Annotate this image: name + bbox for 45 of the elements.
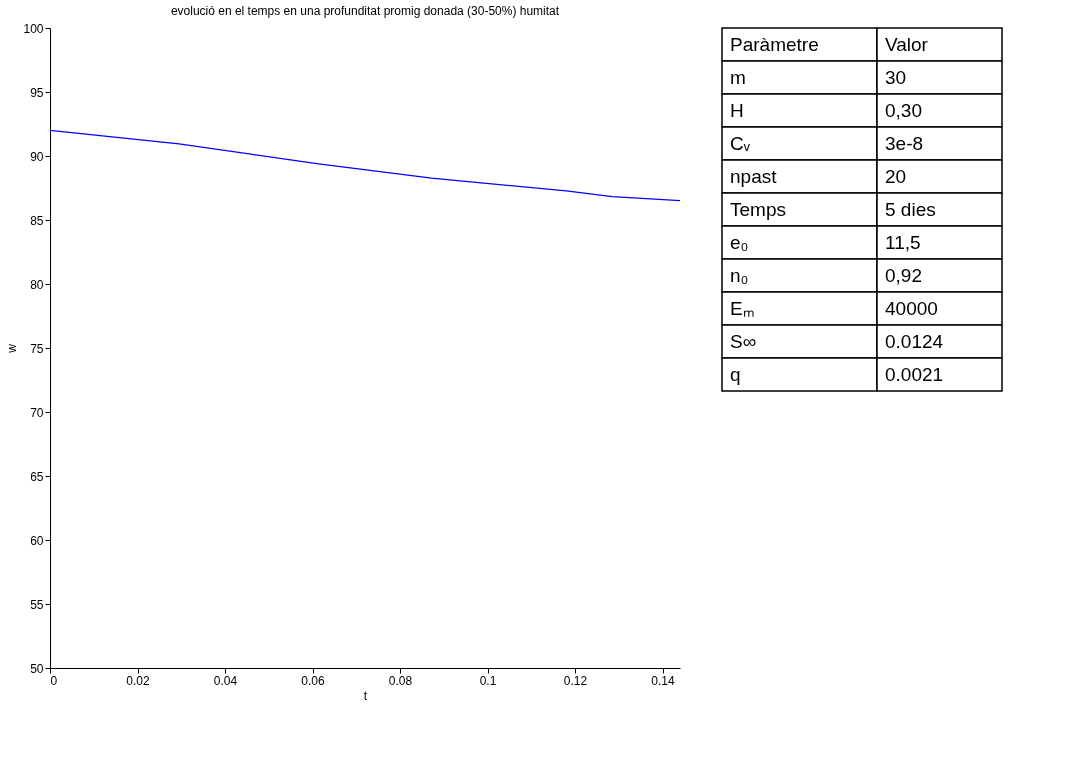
x-tick-label: 0.04 — [213, 673, 238, 688]
text: H — [730, 99, 744, 121]
x-tick-label: 0.08 — [388, 673, 413, 688]
x-tick-label: 0.14 — [651, 673, 675, 688]
y-tick-label: 95 — [30, 85, 44, 100]
text: 20 — [885, 165, 907, 187]
text: 0.0021 — [885, 363, 944, 385]
text: Paràmetre — [730, 33, 819, 55]
text: npast — [730, 165, 778, 187]
text: Valor — [885, 33, 929, 55]
y-tick-label: 65 — [30, 469, 44, 484]
x-tick-label: 0.1 — [479, 673, 497, 688]
y-tick-label: 100 — [23, 21, 44, 36]
text: 0.0124 — [885, 330, 944, 352]
text: Temps — [730, 198, 786, 220]
text: n₀ — [730, 264, 749, 286]
x-tick-label: 0 — [50, 673, 58, 688]
text: 30 — [885, 66, 907, 88]
y-tick-label: 75 — [30, 341, 44, 356]
y-tick-label: 70 — [30, 405, 44, 420]
y-tick-label: 80 — [30, 277, 44, 292]
text: e₀ — [730, 231, 749, 253]
x-axis-title: t — [363, 688, 368, 703]
text: 0,30 — [885, 99, 922, 121]
x-tick-label: 0.06 — [301, 673, 325, 688]
text: Cᵥ — [730, 132, 751, 154]
text: 3e-8 — [885, 132, 924, 154]
text: q — [730, 363, 741, 385]
y-axis-title: w — [5, 343, 20, 354]
text: S∞ — [730, 330, 757, 352]
y-tick-label: 85 — [30, 213, 44, 228]
y-tick-label: 50 — [30, 661, 44, 676]
y-tick-label: 60 — [30, 533, 44, 548]
text: 5 dies — [885, 198, 936, 220]
y-tick-label: 90 — [30, 149, 44, 164]
line-series — [49, 129, 681, 202]
text: m — [730, 66, 746, 88]
text: 0,92 — [885, 264, 922, 286]
text: 11,5 — [885, 231, 921, 253]
chart-title: evolució en el temps en una profunditat promig donada (30-50%) humitat — [170, 4, 560, 18]
y-tick-label: 55 — [30, 597, 44, 612]
text: 40000 — [885, 297, 938, 319]
x-tick-label: 0.02 — [126, 673, 150, 688]
x-tick-label: 0.12 — [563, 673, 588, 688]
text: Eₘ — [730, 297, 755, 319]
